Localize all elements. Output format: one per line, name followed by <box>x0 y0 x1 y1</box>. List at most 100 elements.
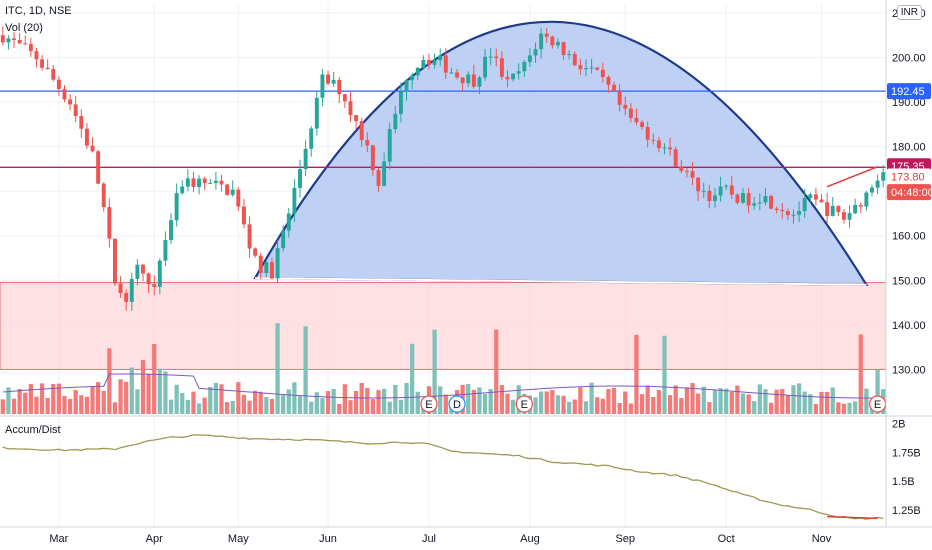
candle[interactable] <box>870 187 874 193</box>
candle[interactable] <box>174 193 179 221</box>
candle[interactable] <box>359 121 364 141</box>
candle[interactable] <box>421 60 426 68</box>
candle[interactable] <box>505 76 510 80</box>
candle[interactable] <box>191 178 196 188</box>
candle[interactable] <box>769 196 774 209</box>
candle[interactable] <box>292 187 297 214</box>
candle[interactable] <box>684 171 689 173</box>
candle[interactable] <box>572 54 577 66</box>
candle[interactable] <box>494 56 499 59</box>
candle[interactable] <box>640 122 645 128</box>
candle[interactable] <box>589 67 594 69</box>
candle[interactable] <box>628 108 633 119</box>
candle[interactable] <box>544 33 549 37</box>
candle[interactable] <box>275 248 280 279</box>
candle[interactable] <box>118 283 123 294</box>
candle[interactable] <box>612 84 616 92</box>
candle[interactable] <box>847 213 852 220</box>
candle[interactable] <box>780 209 785 212</box>
candle[interactable] <box>34 51 39 60</box>
candle[interactable] <box>606 77 611 85</box>
candle[interactable] <box>438 55 443 61</box>
candle[interactable] <box>488 56 493 58</box>
candle[interactable] <box>881 172 886 181</box>
candle[interactable] <box>690 171 695 178</box>
candle[interactable] <box>443 55 448 73</box>
candle[interactable] <box>326 74 331 84</box>
candle[interactable] <box>45 67 50 70</box>
candle[interactable] <box>701 190 706 192</box>
candle[interactable] <box>286 213 291 231</box>
candle[interactable] <box>79 116 84 129</box>
candle[interactable] <box>241 206 246 225</box>
candle[interactable] <box>40 59 45 68</box>
candle[interactable] <box>410 75 415 81</box>
candle[interactable] <box>107 207 112 239</box>
candle[interactable] <box>757 202 762 204</box>
candle[interactable] <box>17 39 22 44</box>
candle[interactable] <box>746 193 751 206</box>
candle[interactable] <box>763 196 768 203</box>
candle[interactable] <box>141 264 145 274</box>
candle[interactable] <box>146 273 151 284</box>
candle[interactable] <box>129 278 134 302</box>
candle[interactable] <box>28 44 33 52</box>
candle[interactable] <box>197 178 202 188</box>
candle[interactable] <box>825 202 830 216</box>
candle[interactable] <box>797 211 802 215</box>
event-marker[interactable] <box>420 395 438 413</box>
candle[interactable] <box>281 230 286 249</box>
candle[interactable] <box>656 140 661 149</box>
candle[interactable] <box>802 197 807 212</box>
candle[interactable] <box>303 148 308 170</box>
candle[interactable] <box>539 33 544 50</box>
candle[interactable] <box>567 54 572 56</box>
candle[interactable] <box>455 72 459 78</box>
candle[interactable] <box>668 147 673 150</box>
candle[interactable] <box>875 180 880 188</box>
candle[interactable] <box>634 118 639 123</box>
candle[interactable] <box>6 38 11 43</box>
candle[interactable] <box>124 293 129 302</box>
candle[interactable] <box>185 178 190 187</box>
candle[interactable] <box>477 77 482 87</box>
candle[interactable] <box>62 89 67 100</box>
candle[interactable] <box>404 80 409 92</box>
candle[interactable] <box>225 184 230 195</box>
candle[interactable] <box>813 194 818 200</box>
candle[interactable] <box>354 115 359 122</box>
candle[interactable] <box>550 36 555 46</box>
candle[interactable] <box>623 104 628 109</box>
candle[interactable] <box>841 212 846 220</box>
candle[interactable] <box>432 60 437 65</box>
candle[interactable] <box>331 80 336 84</box>
candle[interactable] <box>348 101 353 116</box>
candle[interactable] <box>427 60 431 65</box>
candle[interactable] <box>213 180 218 183</box>
candle[interactable] <box>785 211 790 216</box>
candle[interactable] <box>398 91 403 114</box>
candle[interactable] <box>23 43 28 45</box>
candle[interactable] <box>236 189 241 207</box>
candle[interactable] <box>0 35 5 43</box>
candle[interactable] <box>617 91 622 105</box>
candle[interactable] <box>219 180 224 185</box>
candle[interactable] <box>696 177 701 192</box>
candle[interactable] <box>673 149 678 167</box>
candle[interactable] <box>393 113 398 130</box>
candle[interactable] <box>595 67 600 70</box>
candle[interactable] <box>679 166 684 172</box>
candle[interactable] <box>662 147 667 149</box>
candle[interactable] <box>533 49 538 56</box>
candle[interactable] <box>163 240 168 261</box>
candle[interactable] <box>830 206 835 216</box>
candle[interactable] <box>84 128 89 146</box>
candle[interactable] <box>135 264 140 279</box>
candle[interactable] <box>320 74 325 98</box>
candle[interactable] <box>651 139 656 141</box>
candle[interactable] <box>724 185 729 187</box>
candle[interactable] <box>752 203 757 206</box>
candle[interactable] <box>600 69 605 78</box>
candle[interactable] <box>555 42 560 46</box>
